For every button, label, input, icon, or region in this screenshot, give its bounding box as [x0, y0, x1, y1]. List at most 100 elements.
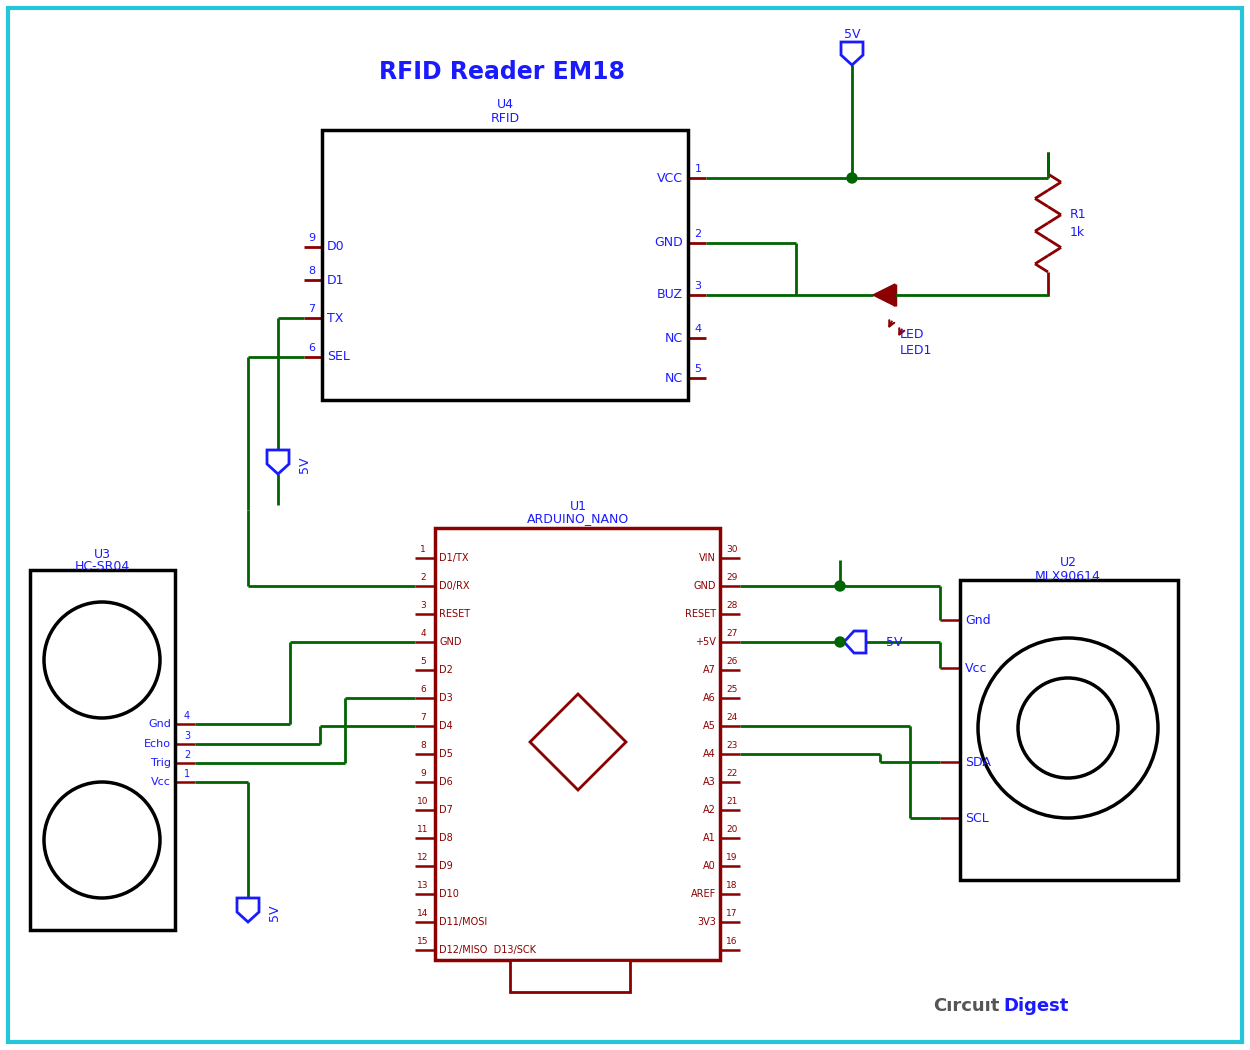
Text: 13: 13: [418, 882, 429, 890]
Text: R1: R1: [1070, 208, 1086, 220]
Text: NC: NC: [665, 332, 682, 344]
Text: Vcc: Vcc: [151, 777, 171, 788]
Text: 14: 14: [418, 909, 429, 919]
Text: A5: A5: [703, 721, 716, 731]
Text: LED1: LED1: [900, 344, 932, 357]
Text: 3V3: 3V3: [698, 917, 716, 927]
Text: 24: 24: [726, 714, 738, 722]
Circle shape: [835, 637, 845, 647]
Text: 5V: 5V: [886, 635, 902, 649]
Text: 1: 1: [695, 164, 701, 174]
Text: 21: 21: [726, 798, 738, 806]
Text: 18: 18: [726, 882, 738, 890]
Polygon shape: [268, 450, 289, 474]
Bar: [960, 580, 1178, 880]
Text: TX: TX: [328, 312, 344, 324]
Text: 10: 10: [418, 798, 429, 806]
Text: 8: 8: [420, 741, 426, 751]
Text: 4: 4: [420, 630, 426, 638]
Text: U4: U4: [496, 99, 514, 111]
Text: D3: D3: [439, 693, 452, 704]
Text: SEL: SEL: [328, 351, 350, 363]
Text: NC: NC: [665, 372, 682, 384]
Text: A1: A1: [704, 833, 716, 843]
Text: D1/TX: D1/TX: [439, 553, 469, 563]
Text: A6: A6: [704, 693, 716, 704]
Text: 9: 9: [309, 233, 315, 243]
Text: 3: 3: [184, 731, 190, 741]
Text: 23: 23: [726, 741, 738, 751]
Text: D0: D0: [328, 240, 345, 253]
Circle shape: [44, 602, 160, 718]
Text: D7: D7: [439, 805, 452, 815]
Text: 17: 17: [726, 909, 738, 919]
Text: ARDUINO_NANO: ARDUINO_NANO: [528, 512, 629, 525]
Text: 2: 2: [695, 229, 701, 239]
Text: D5: D5: [439, 749, 452, 759]
Text: 27: 27: [726, 630, 738, 638]
Text: Digest: Digest: [1003, 998, 1069, 1015]
Text: D11/MOSI: D11/MOSI: [439, 917, 488, 927]
Text: GND: GND: [439, 637, 461, 647]
Text: 29: 29: [726, 573, 738, 583]
Text: 1: 1: [184, 769, 190, 779]
Text: 5: 5: [420, 657, 426, 667]
Text: D6: D6: [439, 777, 452, 788]
Text: A3: A3: [704, 777, 716, 788]
Text: D2: D2: [439, 665, 452, 675]
Text: 12: 12: [418, 854, 429, 862]
Bar: [322, 130, 688, 400]
Text: 30: 30: [726, 546, 738, 554]
Text: 7: 7: [420, 714, 426, 722]
Text: LED: LED: [900, 329, 925, 341]
Text: RESET: RESET: [439, 609, 470, 620]
Text: HC-SR04: HC-SR04: [75, 561, 130, 573]
Circle shape: [978, 638, 1158, 818]
Text: 5: 5: [695, 364, 701, 374]
Text: D9: D9: [439, 861, 452, 872]
Text: D12/MISO  D13/SCK: D12/MISO D13/SCK: [439, 945, 536, 956]
Text: GND: GND: [694, 581, 716, 591]
Text: A4: A4: [704, 749, 716, 759]
Polygon shape: [872, 284, 895, 306]
Text: U2: U2: [1060, 556, 1076, 569]
Text: 16: 16: [726, 938, 738, 946]
Circle shape: [1017, 678, 1118, 778]
Text: SCL: SCL: [965, 812, 989, 824]
Text: 5V: 5V: [298, 457, 311, 474]
Text: 26: 26: [726, 657, 738, 667]
Text: 3: 3: [420, 602, 426, 610]
Text: A0: A0: [704, 861, 716, 872]
Circle shape: [44, 782, 160, 898]
Text: 5V: 5V: [844, 27, 860, 41]
Polygon shape: [238, 898, 259, 922]
Text: 11: 11: [418, 825, 429, 835]
Bar: [510, 960, 630, 992]
Text: D0/RX: D0/RX: [439, 581, 470, 591]
Text: RFID: RFID: [490, 111, 520, 125]
Text: Echo: Echo: [144, 739, 171, 749]
Text: 3: 3: [695, 281, 701, 291]
Text: 22: 22: [726, 770, 738, 778]
Text: 7: 7: [309, 304, 315, 314]
Text: 6: 6: [420, 686, 426, 694]
Text: VIN: VIN: [699, 553, 716, 563]
Text: 8: 8: [309, 266, 315, 276]
Text: 4: 4: [184, 711, 190, 721]
Text: D8: D8: [439, 833, 452, 843]
Text: BUZ: BUZ: [658, 289, 682, 301]
Text: 9: 9: [420, 770, 426, 778]
Text: D10: D10: [439, 889, 459, 899]
Polygon shape: [841, 42, 862, 65]
Text: VCC: VCC: [658, 171, 682, 185]
Circle shape: [848, 173, 858, 183]
Text: 5V: 5V: [268, 905, 281, 921]
Circle shape: [835, 581, 845, 591]
Text: MLX90614: MLX90614: [1035, 569, 1101, 583]
Text: AREF: AREF: [691, 889, 716, 899]
Text: A2: A2: [703, 805, 716, 815]
Text: U3: U3: [94, 547, 110, 561]
Text: RFID Reader EM18: RFID Reader EM18: [379, 60, 625, 84]
Text: +5V: +5V: [695, 637, 716, 647]
Bar: [435, 528, 720, 960]
